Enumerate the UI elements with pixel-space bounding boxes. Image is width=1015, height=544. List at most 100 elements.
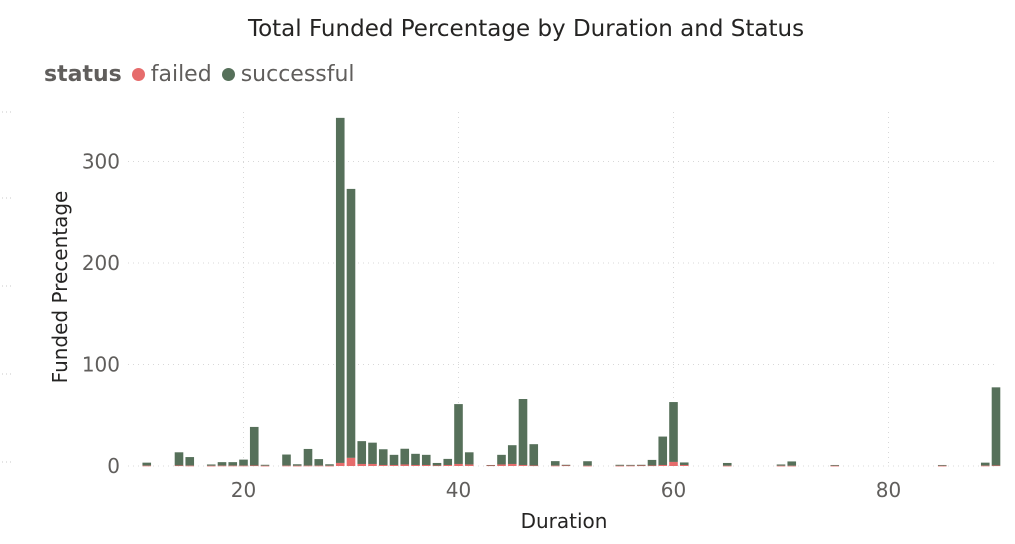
bar-failed[interactable] xyxy=(518,464,528,466)
bar-failed[interactable] xyxy=(292,465,302,467)
bar-successful[interactable] xyxy=(335,117,345,463)
bar-failed[interactable] xyxy=(346,457,356,466)
bar-failed[interactable] xyxy=(497,464,506,466)
bar-failed[interactable] xyxy=(206,465,216,467)
bar-failed[interactable] xyxy=(486,465,496,467)
bar-successful[interactable] xyxy=(776,464,786,466)
bar-successful[interactable] xyxy=(636,464,646,466)
bar-successful[interactable] xyxy=(260,464,270,466)
bar-failed[interactable] xyxy=(185,465,195,467)
bar-successful[interactable] xyxy=(217,462,227,466)
bar-successful[interactable] xyxy=(292,464,302,466)
bar-successful[interactable] xyxy=(411,453,420,465)
bar-failed[interactable] xyxy=(389,464,399,466)
bar-failed[interactable] xyxy=(368,463,377,466)
bar-failed[interactable] xyxy=(679,464,689,466)
bar-successful[interactable] xyxy=(421,454,431,465)
bar-successful[interactable] xyxy=(626,464,635,466)
bar-successful[interactable] xyxy=(325,464,334,466)
bar-successful[interactable] xyxy=(282,454,291,466)
bar-failed[interactable] xyxy=(636,465,646,467)
bar-failed[interactable] xyxy=(432,465,442,467)
bar-failed[interactable] xyxy=(142,465,152,467)
legend-item-failed[interactable]: failed xyxy=(131,62,212,87)
bar-failed[interactable] xyxy=(174,465,184,467)
bar-failed[interactable] xyxy=(400,464,410,466)
bar-failed[interactable] xyxy=(217,465,227,467)
bar-successful[interactable] xyxy=(432,462,442,466)
bar-failed[interactable] xyxy=(325,465,334,467)
bar-failed[interactable] xyxy=(615,465,625,467)
bar-successful[interactable] xyxy=(357,441,367,464)
bar-successful[interactable] xyxy=(389,454,399,465)
bar-successful[interactable] xyxy=(937,464,947,466)
bar-failed[interactable] xyxy=(647,465,657,467)
bar-successful[interactable] xyxy=(669,402,678,462)
bar-failed[interactable] xyxy=(507,463,517,466)
bar-failed[interactable] xyxy=(529,465,539,467)
bar-successful[interactable] xyxy=(507,445,517,464)
bar-failed[interactable] xyxy=(722,465,732,467)
bar-failed[interactable] xyxy=(421,464,431,466)
bar-failed[interactable] xyxy=(583,465,592,467)
bar-successful[interactable] xyxy=(486,464,496,466)
bar-successful[interactable] xyxy=(529,444,539,466)
bar-successful[interactable] xyxy=(303,448,313,466)
bar-failed[interactable] xyxy=(335,462,345,466)
bar-failed[interactable] xyxy=(454,463,463,466)
bar-successful[interactable] xyxy=(378,449,388,465)
bar-successful[interactable] xyxy=(464,452,474,465)
bar-successful[interactable] xyxy=(174,452,184,466)
legend-item-successful[interactable]: successful xyxy=(221,62,355,87)
bar-failed[interactable] xyxy=(776,465,786,467)
bar-successful[interactable] xyxy=(239,459,248,466)
bar-successful[interactable] xyxy=(583,461,592,466)
bar-successful[interactable] xyxy=(550,461,560,466)
bar-successful[interactable] xyxy=(830,464,840,466)
bar-failed[interactable] xyxy=(303,465,313,467)
bar-successful[interactable] xyxy=(497,454,506,465)
bar-failed[interactable] xyxy=(357,463,367,466)
bar-failed[interactable] xyxy=(411,464,420,466)
bar-failed[interactable] xyxy=(626,465,635,467)
bar-successful[interactable] xyxy=(368,442,377,464)
bar-successful[interactable] xyxy=(647,459,657,466)
bar-successful[interactable] xyxy=(615,464,625,466)
bar-successful[interactable] xyxy=(249,426,259,466)
bar-successful[interactable] xyxy=(980,462,990,466)
bar-failed[interactable] xyxy=(658,464,668,466)
bar-failed[interactable] xyxy=(443,464,453,466)
bar-failed[interactable] xyxy=(561,465,571,467)
bar-failed[interactable] xyxy=(239,465,248,467)
bar-successful[interactable] xyxy=(346,188,356,458)
bar-successful[interactable] xyxy=(722,462,732,466)
bar-failed[interactable] xyxy=(980,465,990,467)
bar-failed[interactable] xyxy=(991,465,1001,467)
bar-successful[interactable] xyxy=(787,461,797,466)
bar-failed[interactable] xyxy=(228,465,238,467)
bar-failed[interactable] xyxy=(937,465,947,467)
bar-successful[interactable] xyxy=(561,464,571,466)
bar-successful[interactable] xyxy=(454,404,463,464)
bar-successful[interactable] xyxy=(400,448,410,465)
bar-failed[interactable] xyxy=(314,465,324,467)
bar-successful[interactable] xyxy=(679,462,689,465)
bar-successful[interactable] xyxy=(314,459,324,466)
bar-failed[interactable] xyxy=(378,464,388,466)
bar-failed[interactable] xyxy=(464,464,474,466)
bar-failed[interactable] xyxy=(830,465,840,467)
bar-successful[interactable] xyxy=(991,387,1001,466)
bar-successful[interactable] xyxy=(443,458,453,465)
bar-failed[interactable] xyxy=(260,465,270,467)
bar-failed[interactable] xyxy=(249,465,259,467)
bar-successful[interactable] xyxy=(658,436,668,465)
bar-successful[interactable] xyxy=(142,462,152,466)
bar-failed[interactable] xyxy=(282,465,291,467)
bar-successful[interactable] xyxy=(228,462,238,466)
bar-successful[interactable] xyxy=(185,457,195,466)
bar-failed[interactable] xyxy=(787,465,797,467)
bar-successful[interactable] xyxy=(518,399,528,465)
bar-failed[interactable] xyxy=(550,465,560,467)
bar-failed[interactable] xyxy=(669,461,678,466)
bar-successful[interactable] xyxy=(206,464,216,466)
